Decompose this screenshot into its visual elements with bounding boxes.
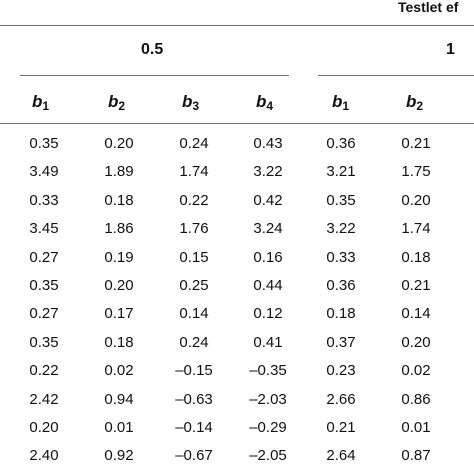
col-header-b1: b1 (32, 92, 50, 113)
table-cell: 0.21 (326, 419, 356, 436)
table-cell: 3.21 (326, 163, 356, 180)
table-cell: 0.18 (104, 334, 134, 351)
table-cell: 3.49 (29, 163, 59, 180)
group-label-0.5: 0.5 (141, 41, 164, 58)
table-cell: 0.20 (401, 192, 431, 209)
table-cell: 0.18 (326, 305, 356, 322)
table-cell: 0.25 (179, 277, 209, 294)
table-cell: 0.18 (401, 249, 431, 266)
table-cell: 0.15 (179, 249, 209, 266)
top-rule (0, 25, 474, 26)
col-header-b1-group2: b1 (332, 92, 350, 113)
table-cell: 0.94 (104, 391, 134, 408)
table-cell: –0.63 (175, 391, 213, 408)
table-cell: 0.42 (253, 192, 283, 209)
table-cell: 0.24 (179, 135, 209, 152)
table-cell: 0.92 (104, 447, 134, 464)
col-header-b2-group2: b2 (406, 92, 424, 113)
table-cell: 0.43 (253, 135, 283, 152)
table-cell: 0.36 (326, 135, 356, 152)
table-cell: 0.37 (326, 334, 356, 351)
table-cell: 0.02 (401, 362, 431, 379)
table-cell: 0.21 (401, 135, 431, 152)
table-cell: –0.14 (175, 419, 213, 436)
table-cell: 2.66 (326, 391, 356, 408)
table-cell: 0.27 (29, 305, 59, 322)
table-cell: 3.45 (29, 220, 59, 237)
table-cell: 0.33 (326, 249, 356, 266)
table-cell: 0.17 (104, 305, 134, 322)
table-cell: 0.44 (253, 277, 283, 294)
table-cell: 0.35 (326, 192, 356, 209)
table-cell: 0.20 (29, 419, 59, 436)
table-cell: 3.22 (326, 220, 356, 237)
table-cell: 0.12 (253, 305, 283, 322)
table-cell: 1.74 (179, 163, 209, 180)
table-cell: 1.76 (179, 220, 209, 237)
table-cell: 0.27 (29, 249, 59, 266)
table-cell: 0.35 (29, 135, 59, 152)
table-cell: 0.01 (401, 419, 431, 436)
table-cell: 0.21 (401, 277, 431, 294)
table-cell: 0.14 (179, 305, 209, 322)
table-cell: 0.36 (326, 277, 356, 294)
group-rule-0.5 (20, 75, 289, 76)
table-cell: 0.86 (401, 391, 431, 408)
table-cell: 0.02 (104, 362, 134, 379)
table-cell: 1.75 (401, 163, 431, 180)
table-cell: –2.05 (249, 447, 287, 464)
table-cell: 3.24 (253, 220, 283, 237)
table-cell: 0.33 (29, 192, 59, 209)
table-cell: 0.18 (104, 192, 134, 209)
col-header-b2: b2 (108, 92, 126, 113)
group-rule-1 (318, 75, 474, 76)
table-cell: 0.35 (29, 334, 59, 351)
col-header-b3: b3 (182, 92, 200, 113)
testlet-effect-header: Testlet ef (398, 0, 459, 15)
table-cell: 0.16 (253, 249, 283, 266)
table-cell: 2.64 (326, 447, 356, 464)
table-cell: 0.01 (104, 419, 134, 436)
table-cell: 1.86 (104, 220, 134, 237)
table-cell: 3.22 (253, 163, 283, 180)
table-cell: 0.41 (253, 334, 283, 351)
table-cell: –0.15 (175, 362, 213, 379)
table-cell: 0.35 (29, 277, 59, 294)
table-cell: 0.14 (401, 305, 431, 322)
table-cell: 2.40 (29, 447, 59, 464)
col-header-b4: b4 (256, 92, 274, 113)
table-cell: 0.22 (179, 192, 209, 209)
table-cell: 0.20 (401, 334, 431, 351)
table-cell: 0.19 (104, 249, 134, 266)
table-cell: 0.20 (104, 135, 134, 152)
table-cell: 1.89 (104, 163, 134, 180)
table-cell: 0.22 (29, 362, 59, 379)
table-cell: –0.35 (249, 362, 287, 379)
table-cell: 0.23 (326, 362, 356, 379)
header-rule (0, 123, 474, 124)
table-cell: 0.20 (104, 277, 134, 294)
table-cell: 2.42 (29, 391, 59, 408)
table-cell: 0.87 (401, 447, 431, 464)
table-cell: –0.67 (175, 447, 213, 464)
group-label-1: 1 (446, 41, 455, 58)
table-cell: 0.24 (179, 334, 209, 351)
table-cell: –2.03 (249, 391, 287, 408)
table-cell: 1.74 (401, 220, 431, 237)
table-cell: –0.29 (249, 419, 287, 436)
